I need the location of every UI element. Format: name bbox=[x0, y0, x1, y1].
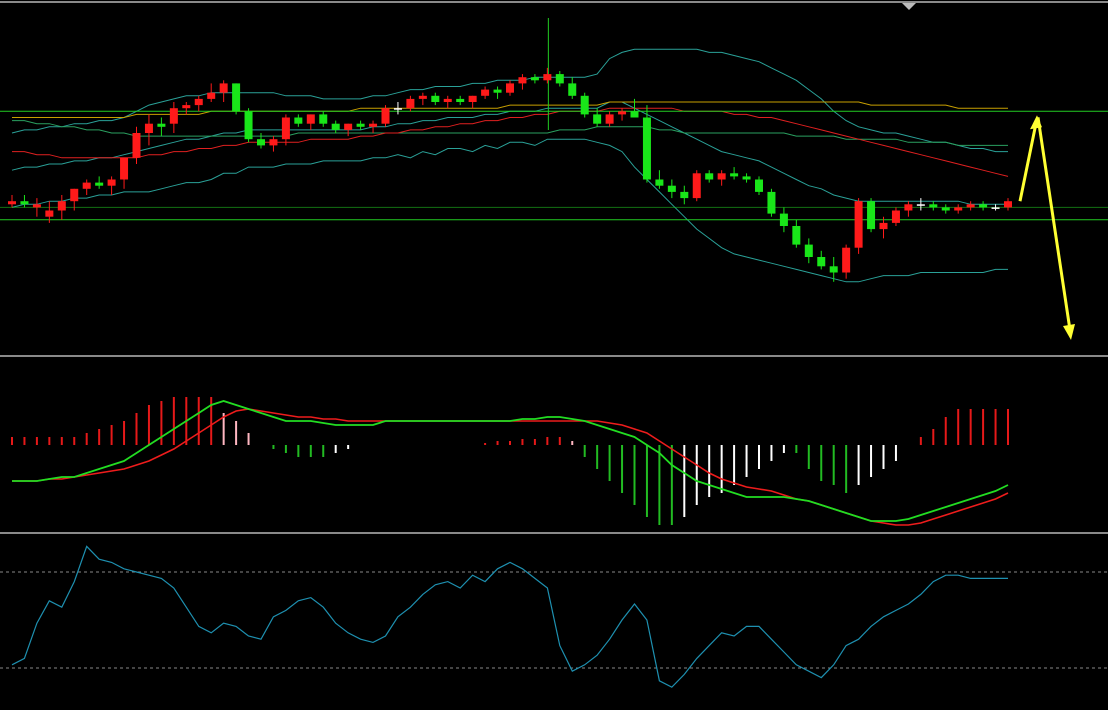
candle-body bbox=[95, 182, 104, 186]
candle-body bbox=[157, 123, 166, 127]
candle-body bbox=[705, 173, 714, 180]
candle-body bbox=[630, 111, 639, 118]
candle-body bbox=[331, 123, 340, 130]
candle-body bbox=[867, 201, 876, 230]
candle-body bbox=[929, 204, 938, 208]
candle-body bbox=[966, 204, 975, 208]
candle-body bbox=[194, 98, 203, 106]
candle-body bbox=[418, 95, 427, 99]
candle-body bbox=[779, 213, 788, 226]
candle-body bbox=[891, 210, 900, 223]
candle-body bbox=[468, 95, 477, 102]
candle-body bbox=[57, 201, 66, 211]
moving-average-red bbox=[12, 107, 1009, 177]
candle-body bbox=[543, 74, 552, 81]
candle-body bbox=[306, 114, 315, 124]
candle-body bbox=[232, 83, 241, 112]
candle-body bbox=[829, 266, 838, 273]
candle-body bbox=[506, 83, 514, 93]
candle-body bbox=[82, 182, 91, 189]
candle-body bbox=[568, 83, 577, 96]
candle-body bbox=[207, 92, 216, 99]
candle-body bbox=[20, 201, 29, 205]
candle-body bbox=[530, 77, 539, 81]
candle-body bbox=[443, 98, 452, 102]
candle-body bbox=[842, 247, 851, 273]
candle-body bbox=[593, 114, 602, 124]
candle-body bbox=[45, 210, 54, 217]
candle-body bbox=[954, 207, 963, 211]
candle-body bbox=[269, 139, 278, 146]
candle-body bbox=[904, 204, 913, 211]
candle-body bbox=[294, 117, 303, 124]
candle-body bbox=[804, 244, 813, 257]
pane-separators bbox=[0, 1, 1108, 534]
candle-body bbox=[767, 191, 776, 214]
candle-body bbox=[406, 98, 415, 109]
candle-body bbox=[493, 89, 502, 93]
candle-body bbox=[717, 173, 726, 180]
candle-body bbox=[431, 95, 440, 102]
oscillator-line bbox=[11, 545, 1008, 688]
candle-body bbox=[755, 179, 763, 192]
candle-body bbox=[356, 123, 365, 127]
candle-body bbox=[916, 204, 925, 206]
candle-body bbox=[692, 173, 701, 199]
candle-body bbox=[605, 114, 614, 124]
candle-body bbox=[393, 108, 402, 110]
candle-body bbox=[32, 204, 41, 208]
bollinger-lower-line bbox=[11, 138, 1008, 283]
candle-body bbox=[555, 74, 564, 84]
oscillator-panel bbox=[0, 545, 1108, 688]
candle-body bbox=[132, 133, 141, 158]
macd-dif-line bbox=[12, 400, 1009, 522]
candle-body bbox=[792, 226, 801, 245]
candle-body bbox=[518, 77, 527, 84]
candle-body bbox=[381, 108, 390, 124]
candle-body bbox=[642, 117, 651, 180]
candle-body bbox=[369, 123, 378, 127]
candle-body bbox=[70, 188, 79, 202]
candle-body bbox=[219, 83, 228, 93]
candle-body bbox=[730, 173, 739, 177]
up-arrow bbox=[1018, 122, 1038, 202]
candle-body bbox=[144, 123, 153, 133]
candle-body bbox=[8, 201, 16, 205]
candle-body bbox=[107, 179, 116, 186]
candle-body bbox=[257, 139, 265, 146]
moving-average-green bbox=[12, 120, 1008, 146]
candle-body bbox=[481, 89, 490, 96]
candle-body bbox=[742, 176, 751, 180]
candle-body bbox=[991, 207, 1000, 209]
candle-body bbox=[456, 98, 465, 102]
candle-body bbox=[580, 95, 589, 115]
price-panel bbox=[0, 18, 1108, 340]
candle-body bbox=[344, 123, 353, 130]
candle-body bbox=[618, 111, 627, 115]
candle-body bbox=[281, 117, 290, 140]
down-arrow-head bbox=[1063, 324, 1075, 340]
scroll-marker-icon bbox=[902, 3, 916, 10]
moving-average-yellow bbox=[12, 101, 1008, 118]
candle-body bbox=[854, 201, 863, 248]
candle-body bbox=[655, 179, 664, 186]
candle-body bbox=[879, 222, 888, 230]
candle-body bbox=[244, 111, 253, 140]
candle-body bbox=[817, 257, 826, 267]
candle-body bbox=[1004, 201, 1012, 208]
candle-body bbox=[319, 114, 328, 124]
candle-body bbox=[941, 207, 950, 211]
candle-body bbox=[979, 204, 988, 208]
candle-body bbox=[182, 105, 191, 109]
candle-body bbox=[120, 157, 129, 180]
candle-body bbox=[667, 185, 676, 192]
candle-body bbox=[680, 191, 689, 199]
candle-body bbox=[169, 108, 178, 124]
down-arrow bbox=[1036, 117, 1072, 331]
macd-panel bbox=[11, 397, 1009, 526]
